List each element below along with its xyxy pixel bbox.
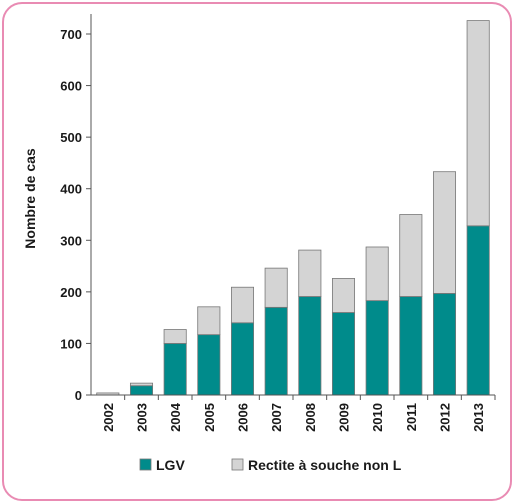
bar-lgv-2005	[197, 334, 221, 396]
x-tick-label: 2009	[337, 403, 352, 432]
bar-rectite-2007	[264, 267, 288, 308]
x-tick-label: 2003	[135, 403, 150, 432]
bar-rectite-2004	[163, 329, 187, 344]
bar-rectite-2009	[331, 278, 356, 313]
y-tick-label: 700	[60, 27, 82, 42]
y-tick-label: 100	[60, 336, 82, 351]
x-tick-label: 2006	[236, 403, 251, 432]
legend-swatch-lgv	[139, 458, 152, 471]
bar-rectite-2003	[129, 382, 154, 387]
bar-lgv-2008	[298, 296, 322, 396]
x-tick-label: 2012	[438, 403, 453, 432]
y-tick-label: 200	[60, 285, 82, 300]
legend-label-rectite: Rectite à souche non L	[248, 457, 402, 473]
x-tick-label: 2005	[202, 403, 217, 432]
y-tick-label: 300	[60, 233, 82, 248]
x-tick-label: 2007	[269, 403, 284, 432]
bar-lgv-2007	[264, 306, 288, 396]
bar-rectite-2008	[298, 249, 322, 297]
bar-lgv-2006	[230, 322, 255, 396]
bar-rectite-2012	[432, 171, 457, 294]
x-tick-label: 2010	[370, 403, 385, 432]
legend-swatch-rectite	[231, 458, 244, 471]
bar-lgv-2010	[365, 300, 389, 396]
x-tick-label: 2013	[471, 403, 486, 432]
bar-lgv-2004	[163, 343, 187, 396]
y-tick-label: 0	[75, 388, 82, 403]
bar-rectite-2005	[197, 306, 221, 336]
bar-lgv-2012	[432, 293, 457, 396]
y-tick-label: 600	[60, 79, 82, 94]
bar-lgv-2011	[399, 296, 423, 396]
bar-rectite-2013	[466, 20, 490, 227]
y-tick-label: 400	[60, 182, 82, 197]
bar-rectite-2006	[230, 286, 255, 324]
x-tick-label: 2008	[303, 403, 318, 432]
bar-lgv-2013	[466, 225, 490, 396]
x-tick-label: 2002	[101, 403, 116, 432]
bar-rectite-2010	[365, 246, 389, 302]
bar-lgv-2003	[129, 385, 154, 396]
legend-label-lgv: LGV	[156, 457, 185, 473]
x-tick-label: 2011	[404, 403, 419, 431]
y-axis-title: Nombre de cas	[22, 148, 38, 249]
bar-lgv-2009	[331, 312, 356, 396]
y-tick-label: 500	[60, 130, 82, 145]
x-tick-label: 2004	[168, 402, 183, 432]
bar-rectite-2011	[399, 214, 423, 297]
